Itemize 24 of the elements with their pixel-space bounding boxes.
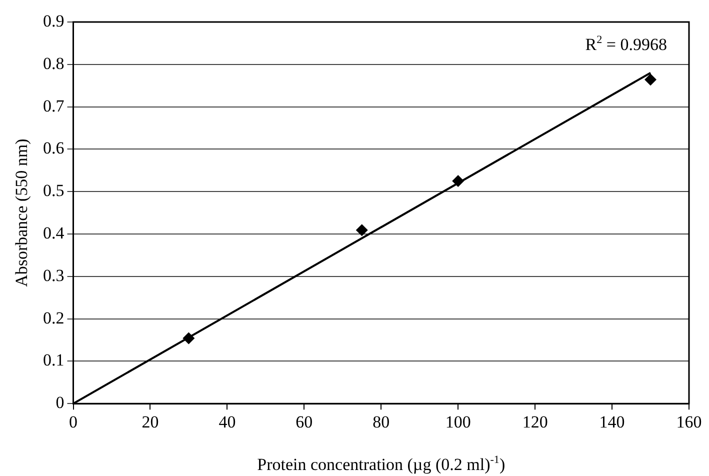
x-tick-label: 20 — [142, 412, 159, 432]
point — [182, 332, 195, 344]
point — [644, 74, 657, 86]
y-tick-label: 0.8 — [43, 54, 64, 73]
y-tick-label: 0.1 — [43, 350, 64, 370]
x-tick-label: 80 — [372, 412, 390, 432]
y-tick-label: 0.4 — [43, 223, 65, 242]
point — [356, 224, 368, 236]
y-tick-label: 0.9 — [43, 11, 64, 30]
x-tick-label: 140 — [599, 412, 625, 432]
y-tick-label: 0.5 — [43, 181, 64, 200]
y-tick-label: 0.6 — [43, 138, 64, 158]
x-tick-label: 160 — [676, 412, 702, 432]
x-tick-label: 0 — [69, 412, 78, 432]
x-tick-label: 120 — [522, 412, 548, 432]
y-tick-label: 0.7 — [43, 96, 65, 116]
y-tick-label: 0.2 — [43, 308, 64, 328]
y-tick-label: 0.3 — [43, 266, 64, 285]
x-tick-label: 100 — [445, 412, 471, 432]
y-tick-label: 0 — [56, 393, 64, 412]
point — [452, 175, 464, 187]
x-tick-label: 60 — [296, 412, 313, 432]
x-tick-label: 40 — [218, 412, 236, 432]
y-axis-title: Absorbance (550 nm) — [12, 138, 31, 287]
